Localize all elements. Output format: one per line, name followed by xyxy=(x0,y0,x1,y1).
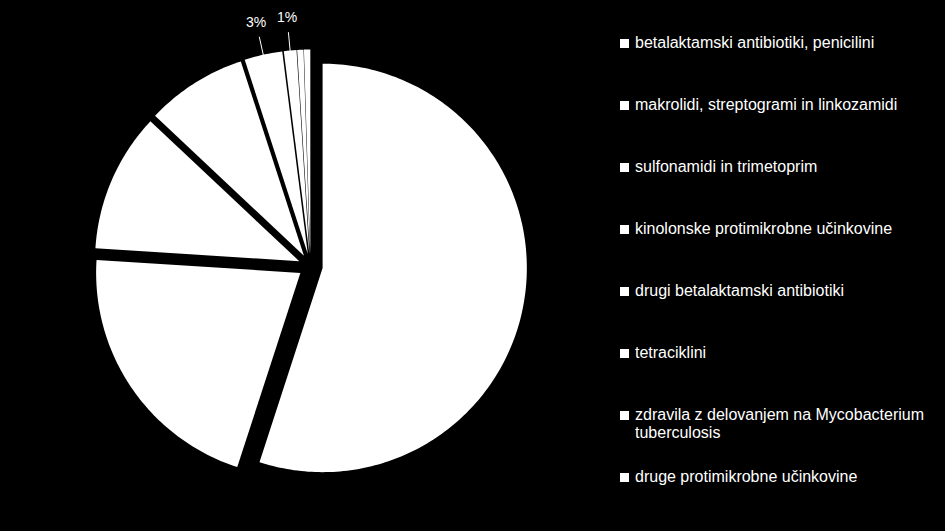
html-text:tetraciklini: tetraciklini xyxy=(635,344,707,361)
html-text:makrolidi, streptogrami in lin: makrolidi, streptogrami in linkozamidi xyxy=(635,96,898,113)
html-text:drugi betalaktamski antibiotik: drugi betalaktamski antibiotiki xyxy=(635,282,844,299)
html-text:kinolonske protimikrobne učink: kinolonske protimikrobne učinkovine xyxy=(635,220,892,237)
html-text:sulfonamidi in trimetoprim: sulfonamidi in trimetoprim xyxy=(635,158,818,175)
html-text:druge protimikrobne učinkovine: druge protimikrobne učinkovine xyxy=(635,468,858,485)
html-text:betalaktamski antibiotiki, pen: betalaktamski antibiotiki, penicilini xyxy=(635,34,875,51)
html-text:zdravila z delovanjem na Mycob: zdravila z delovanjem na Mycobacterium t… xyxy=(635,406,924,441)
svg-text:1%: 1% xyxy=(277,9,297,25)
svg-text:3%: 3% xyxy=(246,14,266,30)
